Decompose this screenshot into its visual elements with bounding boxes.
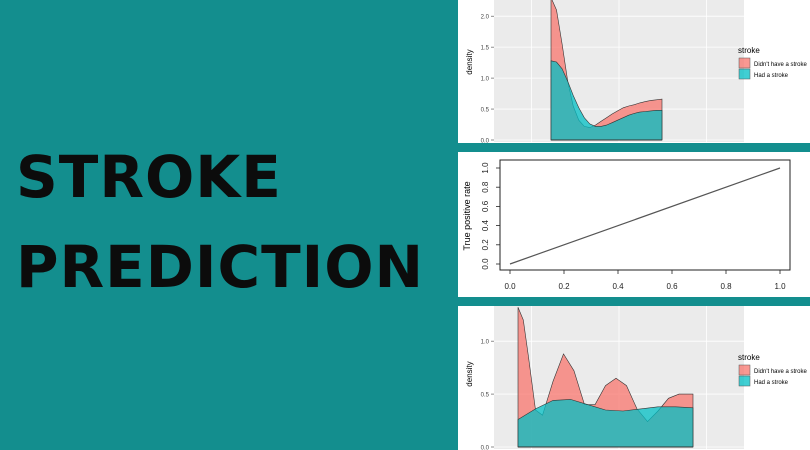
legend-label-stroke: Had a stroke	[754, 380, 789, 386]
density-area-no-stroke	[550, 0, 663, 141]
legend-label-no-stroke: Didn't have a stroke	[754, 369, 808, 375]
y-tick-label: 0.0	[481, 258, 490, 270]
roc-line	[509, 167, 781, 265]
density-area-stroke	[550, 60, 663, 141]
y-axis-label: True positive rate	[462, 181, 472, 250]
legend-label-no-stroke: Didn't have a stroke	[754, 62, 808, 68]
density-area-stroke	[517, 399, 694, 448]
y-tick-label: 0.5	[481, 393, 490, 399]
roc-chart-svg: 0.0 0.2 0.4 0.6 0.8 1.0 0.0 0.2 0.4 0.6 0.8 1.0 Tru…	[462, 159, 791, 291]
legend-key-no-stroke	[738, 364, 751, 376]
plot-frame	[499, 159, 791, 271]
legend-key-stroke	[738, 68, 751, 80]
legend-title: stroke	[738, 353, 760, 362]
legend-key-stroke	[738, 375, 751, 387]
y-tick-label: 0.4	[481, 219, 490, 231]
y-axis-label: density	[465, 361, 474, 386]
x-tick-label: 0.8	[720, 282, 732, 291]
x-tick-label: 1.0	[774, 282, 786, 291]
y-tick-label: 0.8	[481, 181, 490, 193]
x-tick-label: 0.2	[558, 282, 570, 291]
legend-label-stroke: Had a stroke	[754, 73, 789, 79]
legend-title: stroke	[738, 46, 760, 55]
y-tick-label: 1.0	[481, 77, 490, 83]
y-tick-label: 0.5	[481, 108, 490, 114]
density-chart-top: 0.0 0.5 1.0 1.5 2.0 density stroke Didn't ha…	[458, 0, 810, 143]
y-tick-label: 0.6	[481, 200, 490, 212]
density-chart-bottom-svg: 0.0 0.5 1.0 density stroke Didn't have a s…	[465, 306, 808, 450]
y-tick-label: 0.0	[481, 139, 490, 144]
title-line-2: PREDICTION	[16, 233, 425, 301]
y-axis-label: density	[465, 49, 474, 74]
y-tick-label: 1.0	[481, 340, 490, 346]
x-tick-label: 0.4	[612, 282, 624, 291]
y-tick-label: 0.0	[481, 446, 490, 450]
x-tick-label: 0.0	[504, 282, 516, 291]
y-tick-label: 1.5	[481, 46, 490, 52]
x-tick-label: 0.6	[666, 282, 678, 291]
legend-key-no-stroke	[738, 57, 751, 69]
density-chart-bottom: 0.0 0.5 1.0 density stroke Didn't have a s…	[458, 306, 810, 450]
y-tick-label: 1.0	[481, 162, 490, 174]
y-tick-label: 0.2	[481, 239, 490, 251]
density-chart-top-svg: 0.0 0.5 1.0 1.5 2.0 density stroke Didn't ha…	[465, 0, 808, 144]
title-line-1: STROKE	[16, 143, 282, 211]
roc-chart: 0.0 0.2 0.4 0.6 0.8 1.0 0.0 0.2 0.4 0.6 0.8 1.0 Tru…	[458, 152, 810, 297]
y-tick-label: 2.0	[481, 15, 490, 21]
